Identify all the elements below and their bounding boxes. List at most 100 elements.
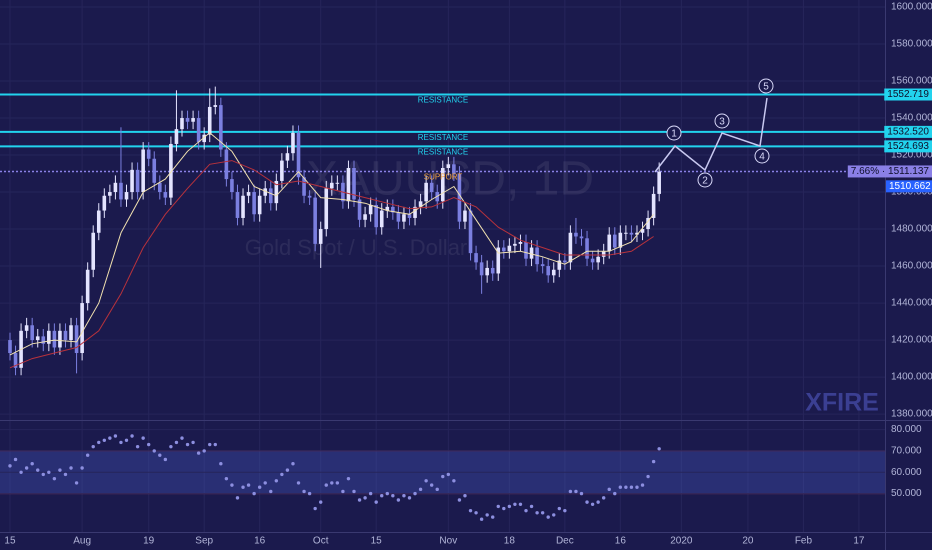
candle-body bbox=[607, 234, 612, 252]
candle-body bbox=[146, 149, 151, 159]
rsi-dot bbox=[341, 489, 345, 494]
rsi-dot bbox=[296, 481, 301, 485]
rsi-dot bbox=[546, 515, 550, 519]
rsi-dot bbox=[307, 491, 312, 496]
rsi-dot bbox=[507, 504, 512, 509]
candle-body bbox=[446, 164, 451, 168]
candle-body bbox=[368, 205, 373, 215]
rsi-tick-label: 60.000 bbox=[891, 467, 922, 478]
candle-body bbox=[252, 192, 256, 215]
rsi-dot bbox=[152, 449, 156, 453]
candle-body bbox=[391, 206, 395, 213]
candle-body bbox=[646, 217, 650, 230]
candle-body bbox=[235, 192, 240, 218]
candle-body bbox=[196, 118, 201, 143]
candle-body bbox=[30, 325, 34, 341]
candle-body bbox=[352, 168, 356, 200]
rsi-tick-label: 70.000 bbox=[891, 446, 922, 457]
rsi-dot bbox=[285, 468, 290, 472]
x-tick-label: 15 bbox=[371, 536, 383, 547]
rsi-dot bbox=[324, 483, 328, 487]
candle-body bbox=[612, 234, 617, 248]
candle-body bbox=[479, 262, 484, 276]
level-price-label: 1552.719 bbox=[887, 89, 929, 100]
level-note: RESISTANCE bbox=[418, 133, 469, 142]
rsi-dot bbox=[135, 444, 140, 449]
rsi-dot bbox=[163, 457, 168, 462]
candle-body bbox=[152, 158, 157, 183]
level-price-box bbox=[884, 125, 932, 138]
candle-body bbox=[41, 336, 46, 344]
wave-path bbox=[654, 97, 768, 173]
candle-body bbox=[379, 210, 384, 228]
candle-body bbox=[307, 195, 312, 198]
rsi-dot bbox=[607, 487, 611, 492]
wave-circle bbox=[714, 113, 730, 129]
rsi-dot bbox=[374, 500, 378, 504]
rsi-dot bbox=[208, 442, 212, 447]
rsi-dot bbox=[529, 504, 534, 509]
rsi-dot bbox=[280, 472, 284, 477]
x-tick-label: Nov bbox=[439, 536, 457, 547]
y-tick-label: 1520.000 bbox=[891, 150, 932, 161]
level-price-label: 1524.693 bbox=[887, 141, 929, 152]
candle-body bbox=[574, 232, 578, 237]
rsi-dot bbox=[646, 474, 650, 479]
candle-body bbox=[507, 245, 512, 252]
y-tick-label: 1560.000 bbox=[891, 76, 932, 87]
candle-body bbox=[274, 180, 279, 204]
candle-body bbox=[452, 164, 456, 174]
rsi-dot bbox=[363, 496, 367, 500]
rsi-dot bbox=[36, 468, 40, 472]
rsi-dot bbox=[452, 479, 456, 483]
candle-body bbox=[219, 105, 223, 150]
rsi-dot bbox=[579, 491, 584, 496]
rsi-dot bbox=[91, 444, 95, 449]
candle-body bbox=[141, 149, 145, 193]
candle-body bbox=[13, 353, 18, 368]
candle-body bbox=[563, 260, 567, 263]
candle-body bbox=[529, 247, 534, 259]
candle-body bbox=[213, 105, 218, 107]
candle-body bbox=[157, 182, 162, 193]
rsi-dot bbox=[330, 481, 334, 485]
candle-body bbox=[96, 210, 101, 233]
candle-body bbox=[346, 168, 351, 202]
rsi-dot bbox=[119, 440, 123, 445]
rsi-dot bbox=[385, 491, 389, 496]
rsi-dot bbox=[391, 494, 395, 498]
x-tick-label: 2020 bbox=[670, 536, 693, 547]
level-price-label: 1532.520 bbox=[887, 127, 929, 138]
candle-body bbox=[557, 260, 562, 270]
x-tick-label: 20 bbox=[742, 536, 754, 547]
rsi-dot bbox=[30, 462, 34, 466]
level-price-box bbox=[884, 140, 932, 153]
candle-body bbox=[618, 232, 623, 248]
candle-body bbox=[485, 267, 489, 276]
candle-body bbox=[285, 153, 290, 161]
rsi-dot bbox=[47, 470, 51, 474]
rsi-dot bbox=[491, 515, 495, 519]
candle-body bbox=[174, 129, 179, 144]
rsi-dot bbox=[230, 483, 234, 487]
candle-body bbox=[518, 242, 523, 244]
x-tick-label: Feb bbox=[795, 536, 813, 547]
candle-body bbox=[113, 182, 118, 193]
rsi-dot bbox=[97, 440, 101, 445]
rsi-dot bbox=[147, 442, 151, 447]
wave-label: 1 bbox=[671, 129, 677, 140]
candle-body bbox=[296, 132, 301, 178]
rsi-dot bbox=[463, 494, 467, 498]
rsi-dot bbox=[313, 506, 317, 511]
x-tick-label: 16 bbox=[615, 536, 627, 547]
y-tick-label: 1460.000 bbox=[891, 261, 932, 272]
candle-body bbox=[601, 251, 606, 257]
candle-body bbox=[268, 188, 273, 204]
candle-body bbox=[635, 232, 639, 235]
rsi-dot bbox=[535, 511, 539, 515]
rsi-dot bbox=[596, 500, 600, 504]
rsi-dot bbox=[651, 459, 656, 464]
y-tick-label: 1440.000 bbox=[891, 298, 932, 309]
rsi-dot bbox=[424, 479, 428, 483]
level-price-label: 7.66% · 1511.137 bbox=[851, 166, 930, 177]
